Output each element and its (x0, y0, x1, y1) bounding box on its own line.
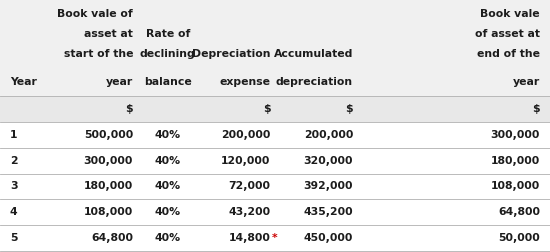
Text: 120,000: 120,000 (221, 156, 271, 166)
Text: 3: 3 (10, 181, 18, 192)
Text: 40%: 40% (155, 207, 181, 217)
Text: 200,000: 200,000 (221, 130, 271, 140)
Bar (0, 96, 550, 122)
Bar (0, 174, 550, 199)
Bar (0, 225, 550, 251)
Text: 108,000: 108,000 (491, 181, 540, 192)
Bar (0, 199, 550, 225)
Text: 50,000: 50,000 (498, 233, 540, 243)
Text: 40%: 40% (155, 156, 181, 166)
Text: 72,000: 72,000 (229, 181, 271, 192)
Text: 200,000: 200,000 (304, 130, 353, 140)
Text: 64,800: 64,800 (498, 207, 540, 217)
Text: 300,000: 300,000 (84, 156, 133, 166)
Text: end of the: end of the (477, 49, 540, 59)
Text: 43,200: 43,200 (228, 207, 271, 217)
Text: Book vale of: Book vale of (57, 9, 133, 19)
Text: year: year (106, 77, 133, 87)
Text: 2: 2 (10, 156, 18, 166)
Text: 4: 4 (10, 207, 18, 217)
Text: 64,800: 64,800 (91, 233, 133, 243)
Text: $: $ (263, 104, 271, 114)
Text: start of the: start of the (64, 49, 133, 59)
Text: 500,000: 500,000 (84, 130, 133, 140)
Text: 450,000: 450,000 (304, 233, 353, 243)
Text: 435,200: 435,200 (304, 207, 353, 217)
Text: year: year (513, 77, 540, 87)
Text: 1: 1 (10, 130, 18, 140)
Text: 320,000: 320,000 (304, 156, 353, 166)
Text: Depreciation: Depreciation (192, 49, 271, 59)
Text: Book vale: Book vale (481, 9, 540, 19)
Text: depreciation: depreciation (276, 77, 353, 87)
Text: Year: Year (10, 77, 37, 87)
Text: 14,800: 14,800 (229, 233, 271, 243)
Text: 392,000: 392,000 (304, 181, 353, 192)
Text: 40%: 40% (155, 130, 181, 140)
Text: Accumulated: Accumulated (274, 49, 353, 59)
Text: *: * (272, 233, 277, 243)
Text: declining: declining (140, 49, 196, 59)
Bar (0, 0, 550, 96)
Text: balance: balance (144, 77, 191, 87)
Text: $: $ (125, 104, 133, 114)
Text: $: $ (345, 104, 353, 114)
Text: 40%: 40% (155, 181, 181, 192)
Text: expense: expense (219, 77, 271, 87)
Text: of asset at: of asset at (475, 28, 540, 39)
Bar (0, 122, 550, 148)
Bar (0, 148, 550, 174)
Text: 300,000: 300,000 (491, 130, 540, 140)
Text: 108,000: 108,000 (84, 207, 133, 217)
Text: $: $ (532, 104, 540, 114)
Text: Rate of: Rate of (146, 28, 190, 39)
Text: asset at: asset at (84, 28, 133, 39)
Text: 5: 5 (10, 233, 18, 243)
Text: 180,000: 180,000 (84, 181, 133, 192)
Text: 180,000: 180,000 (491, 156, 540, 166)
Text: 40%: 40% (155, 233, 181, 243)
